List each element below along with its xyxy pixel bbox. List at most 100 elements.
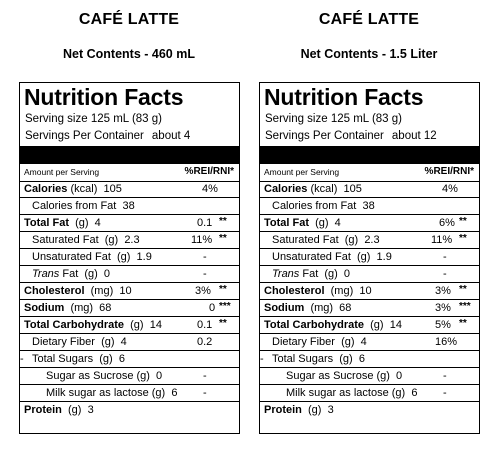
nutrient-amount: (g) 3 <box>61 404 94 416</box>
nutrient-row: Trans Fat (g) 0 - <box>20 266 239 283</box>
serving-size: Serving size 125 mL (83 g) <box>25 113 163 125</box>
nutrient-amount: (kcal) 105 <box>67 183 122 195</box>
nutrition-facts-panel: Nutrition Facts Serving size 125 mL (83 … <box>259 82 480 434</box>
servings-value: about 4 <box>151 130 191 142</box>
nutrient-name: Protein <box>264 404 302 416</box>
nutrient-row: Calories (kcal) 105 4% <box>20 181 239 198</box>
nutrient-row: Calories from Fat 38 <box>20 198 239 215</box>
nutrient-amount: (mg) 68 <box>304 302 352 314</box>
percent-rei-value: 0.2 <box>197 336 213 348</box>
nutrient-name: Calories <box>264 183 308 195</box>
nutrient-name: Sodium <box>24 302 65 314</box>
nutrient-name: Protein <box>24 404 62 416</box>
nutrient-label: Total Sugars (g) 6 <box>272 353 365 365</box>
nutrient-rows: Calories (kcal) 105 4% Calories from Fat 3… <box>20 181 239 419</box>
nutrient-amount: (g) 4 <box>309 217 341 229</box>
nutrient-amount: Calories from Fat 38 <box>32 200 135 212</box>
nutrient-name: Calories <box>24 183 68 195</box>
nutrient-label: Trans Fat (g) 0 <box>32 268 110 280</box>
servings-label: Servings Per Container <box>25 130 144 142</box>
nutrient-label: Sodium (mg) 68 <box>24 302 111 314</box>
net-contents: Net Contents - 1.5 Liter <box>300 47 438 61</box>
nutrient-label: Calories from Fat 38 <box>32 200 135 212</box>
nutrient-label: Saturated Fat (g) 2.3 <box>272 234 380 246</box>
nutrient-amount: Unsaturated Fat (g) 1.9 <box>32 251 152 263</box>
percent-rei-value: - <box>203 268 207 280</box>
percent-rei-value: - <box>203 251 207 263</box>
nutrient-row: Saturated Fat (g) 2.3 11% ** <box>20 232 239 249</box>
percent-rei-value: - <box>443 387 447 399</box>
servings-label: Servings Per Container <box>265 130 384 142</box>
nutrient-label: Calories (kcal) 105 <box>264 183 362 195</box>
footnote-marker: ** <box>219 284 227 295</box>
nutrient-label: Cholesterol (mg) 10 <box>264 285 372 297</box>
percent-rei-value: - <box>260 353 264 365</box>
nutrient-name-italic: Trans <box>272 268 300 280</box>
footnote-marker: ** <box>219 216 227 227</box>
percent-rei-value: 3% <box>195 285 211 297</box>
nutrient-amount: Calories from Fat 38 <box>272 200 375 212</box>
nutrient-row: Total Fat (g) 4 6% ** <box>260 215 479 232</box>
nutrient-name: Cholesterol <box>264 285 325 297</box>
percent-rei-value: 11% <box>191 234 213 246</box>
nutrient-amount: (g) 4 <box>69 217 101 229</box>
percent-rei-value: 4% <box>202 183 218 195</box>
nutrient-row: Total Sugars (g) 6- <box>260 351 479 368</box>
product-title: CAFÉ LATTE <box>318 11 420 28</box>
nutrient-label: Dietary Fiber (g) 4 <box>32 336 127 348</box>
nutrient-amount: Milk sugar as lactose (g) 6 <box>46 387 178 399</box>
column-header: Amount per Serving %REI/RNI* <box>260 164 479 182</box>
servings-per-container: Servings Per Container about 12 <box>265 129 437 143</box>
nutrient-label: Unsaturated Fat (g) 1.9 <box>272 251 392 263</box>
nutrient-label: Total Fat (g) 4 <box>24 217 101 229</box>
nutrient-row: Milk sugar as lactose (g) 6 - <box>20 385 239 402</box>
nutrient-label: Unsaturated Fat (g) 1.9 <box>32 251 152 263</box>
nutrient-name: Total Fat <box>24 217 70 229</box>
nutrient-row: Calories from Fat 38 <box>260 198 479 215</box>
nutrition-facts-panel: Nutrition Facts Serving size 125 mL (83 … <box>19 82 240 434</box>
nutrient-row: Unsaturated Fat (g) 1.9 - <box>20 249 239 266</box>
nutrient-label: Total Carbohydrate (g) 14 <box>24 319 162 331</box>
footnote-marker: ** <box>459 318 467 329</box>
nutrition-facts-heading: Nutrition Facts <box>24 84 184 110</box>
nutrient-label: Total Sugars (g) 6 <box>32 353 125 365</box>
nutrient-label: Sugar as Sucrose (g) 0 <box>46 370 162 382</box>
percent-rei-value: 6% <box>439 217 455 229</box>
nutrient-row: Dietary Fiber (g) 4 16% <box>260 334 479 351</box>
thick-divider <box>20 146 239 164</box>
nutrient-row: Protein (g) 3 <box>260 402 479 419</box>
percent-rei-value: 5% <box>435 319 451 331</box>
amount-per-serving-label: Amount per Serving <box>264 167 340 177</box>
nutrient-amount: (mg) 10 <box>324 285 372 297</box>
nutrient-row: Sodium (mg) 68 0 *** <box>20 300 239 317</box>
nutrient-label: Calories from Fat 38 <box>272 200 375 212</box>
thick-divider <box>260 146 479 164</box>
nutrient-row: Trans Fat (g) 0 - <box>260 266 479 283</box>
nutrient-amount: (g) 14 <box>124 319 162 331</box>
percent-rei-value: 0 <box>209 302 216 314</box>
nutrient-row: Cholesterol (mg) 10 3% ** <box>20 283 239 300</box>
nutrient-amount: Milk sugar as lactose (g) 6 <box>286 387 418 399</box>
nutrient-amount: Dietary Fiber (g) 4 <box>272 336 367 348</box>
nutrient-amount: Fat (g) 0 <box>299 268 351 280</box>
amount-per-serving-label: Amount per Serving <box>24 167 100 177</box>
nutrient-amount: Saturated Fat (g) 2.3 <box>272 234 380 246</box>
net-contents: Net Contents - 460 mL <box>63 47 195 61</box>
nutrient-amount: Total Sugars (g) 6 <box>32 353 125 365</box>
nutrient-name: Cholesterol <box>24 285 85 297</box>
servings-per-container: Servings Per Container about 4 <box>25 129 190 143</box>
nutrient-amount: Unsaturated Fat (g) 1.9 <box>272 251 392 263</box>
nutrient-row: Dietary Fiber (g) 4 0.2 <box>20 334 239 351</box>
percent-rei-value: - <box>443 370 447 382</box>
nutrient-amount: (mg) 68 <box>64 302 112 314</box>
nutrient-label: Trans Fat (g) 0 <box>272 268 350 280</box>
percent-rei-value: - <box>203 370 207 382</box>
nutrient-row: Sugar as Sucrose (g) 0 - <box>260 368 479 385</box>
rei-header: %REI/RNI* <box>184 166 234 177</box>
nutrient-amount: (g) 14 <box>364 319 402 331</box>
percent-rei-value: - <box>20 353 24 365</box>
nutrient-row: Total Sugars (g) 6- <box>20 351 239 368</box>
nutrient-label: Milk sugar as lactose (g) 6 <box>286 387 417 399</box>
nutrient-name-italic: Trans <box>32 268 60 280</box>
percent-rei-value: - <box>203 387 207 399</box>
